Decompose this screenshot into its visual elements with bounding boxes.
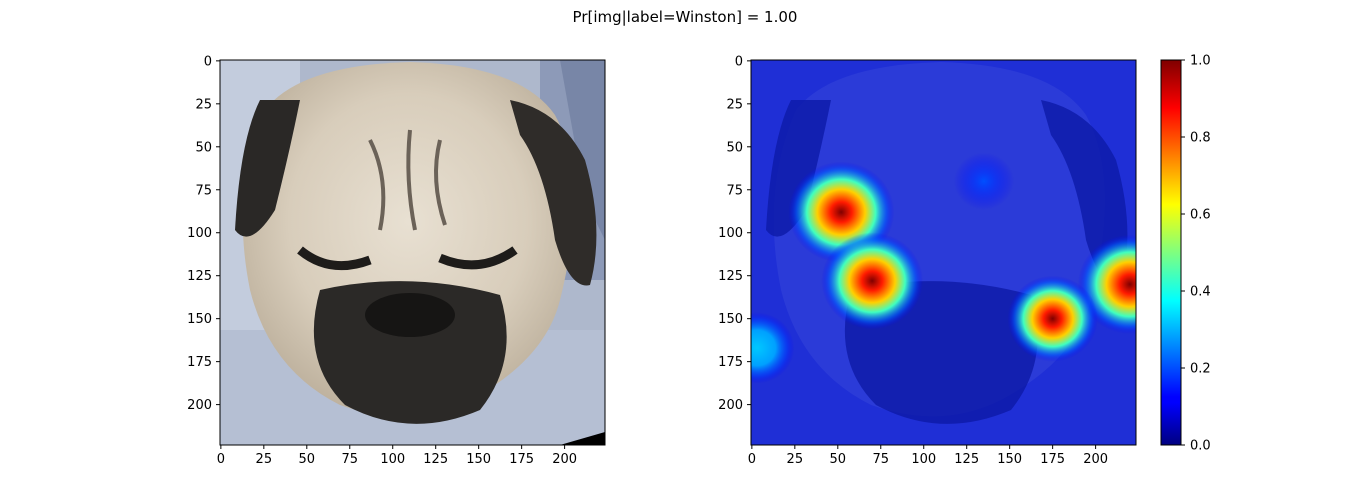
- colorbar-frame: [1160, 59, 1182, 446]
- colorbar-tick-label: 0.6: [1190, 208, 1211, 223]
- colorbar-tick-label: 0.0: [1190, 439, 1211, 454]
- left-ytick-label: 100: [187, 226, 212, 241]
- left-xtick-label: 75: [341, 452, 358, 467]
- right-xtick-label: 50: [830, 452, 847, 467]
- right-ytick-label: 200: [718, 398, 743, 413]
- left-xtick-label: 175: [509, 452, 534, 467]
- colorbar: [1161, 60, 1181, 445]
- left-xtick-label: 125: [423, 452, 448, 467]
- colorbar-tick-label: 1.0: [1190, 54, 1211, 69]
- right-ytick-label: 75: [726, 183, 743, 198]
- left-ytick-label: 175: [187, 355, 212, 370]
- right-xtick-label: 100: [911, 452, 936, 467]
- left-ytick-label: 125: [187, 269, 212, 284]
- left-ytick-label: 150: [187, 312, 212, 327]
- left-axes-frame: [219, 59, 606, 446]
- right-ytick-label: 0: [735, 54, 743, 69]
- right-xtick-label: 200: [1083, 452, 1108, 467]
- left-ytick-label: 0: [204, 54, 212, 69]
- right-xtick-label: 150: [997, 452, 1022, 467]
- left-xtick-label: 150: [466, 452, 491, 467]
- left-xtick-label: 0: [217, 452, 225, 467]
- input-image-panel: [220, 60, 605, 445]
- right-xtick-label: 75: [872, 452, 889, 467]
- left-ytick-label: 50: [195, 140, 212, 155]
- right-xtick-label: 25: [787, 452, 804, 467]
- left-ytick-label: 25: [195, 97, 212, 112]
- saliency-hotspot: [751, 312, 795, 384]
- saliency-hotspot: [1007, 275, 1098, 362]
- right-ytick-label: 50: [726, 140, 743, 155]
- left-ytick-label: 75: [195, 183, 212, 198]
- saliency-overlay-panel: [751, 60, 1136, 445]
- right-ytick-label: 175: [718, 355, 743, 370]
- right-ytick-label: 125: [718, 269, 743, 284]
- left-xtick-label: 100: [380, 452, 405, 467]
- chart-title: Pr[img|label=Winston] = 1.00: [573, 8, 798, 26]
- colorbar-tick-label: 0.8: [1190, 131, 1211, 146]
- left-xtick-label: 50: [299, 452, 316, 467]
- left-xtick-label: 25: [256, 452, 273, 467]
- colorbar-tick-label: 0.2: [1190, 362, 1211, 377]
- right-xtick-label: 0: [748, 452, 756, 467]
- colorbar-tick-label: 0.4: [1190, 285, 1211, 300]
- right-ytick-label: 100: [718, 226, 743, 241]
- right-axes-frame: [750, 59, 1137, 446]
- saliency-hotspot: [953, 152, 1014, 210]
- saliency-hotspot: [821, 232, 923, 330]
- right-xtick-label: 125: [954, 452, 979, 467]
- right-ytick-label: 25: [726, 97, 743, 112]
- left-ytick-label: 200: [187, 398, 212, 413]
- right-xtick-label: 175: [1040, 452, 1065, 467]
- left-xtick-label: 200: [552, 452, 577, 467]
- right-ytick-label: 150: [718, 312, 743, 327]
